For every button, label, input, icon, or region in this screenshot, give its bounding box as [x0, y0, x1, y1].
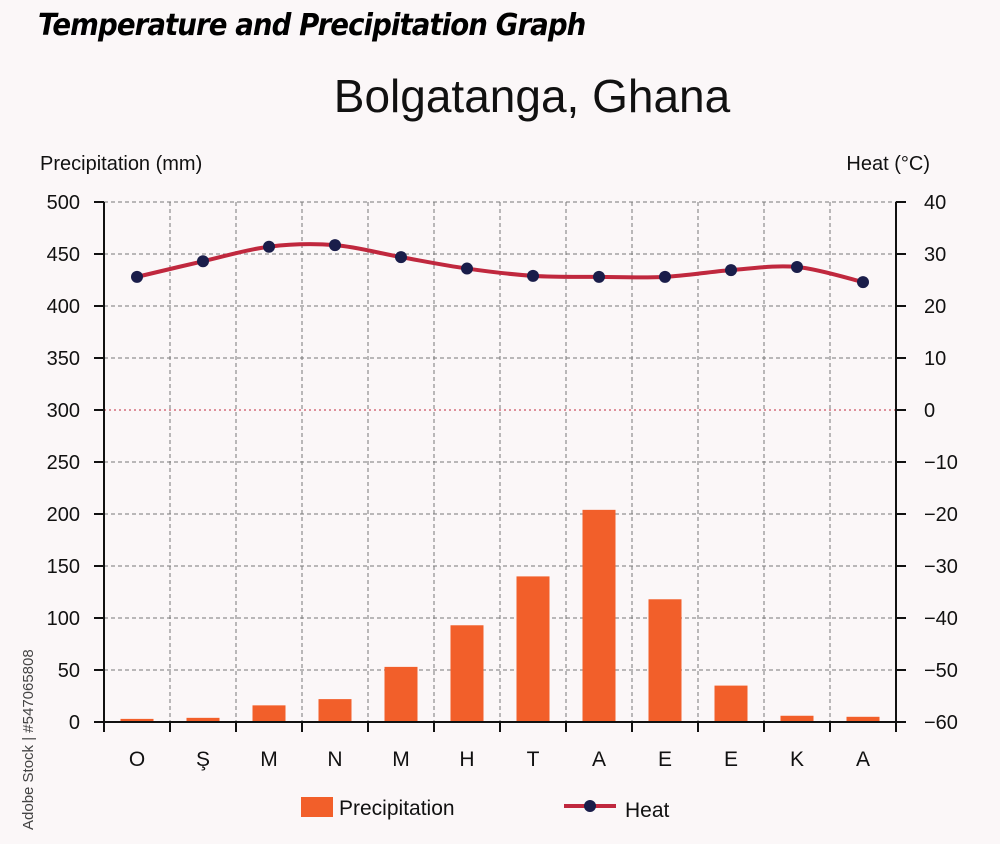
heat-point: [263, 240, 275, 253]
heat-point: [527, 269, 539, 282]
heat-line-path: [135, 242, 865, 285]
y-left-tick-label: 450: [47, 244, 80, 266]
heat-point: [725, 264, 737, 277]
x-tick-label: A: [856, 748, 870, 771]
heat-point: [131, 270, 143, 283]
chart-title: Bolgatanga, Ghana: [334, 70, 731, 122]
heat-point: [395, 251, 407, 264]
page-title: Temperature and Precipitation Graph: [38, 8, 586, 43]
x-tick-label: O: [129, 748, 145, 771]
y-right-tick-label: −10: [924, 452, 958, 474]
x-tick-label: T: [527, 748, 540, 771]
legend-heat-marker: [584, 800, 596, 812]
precipitation-bar: [846, 716, 880, 722]
y-right-tick-label: 10: [924, 348, 946, 370]
y-right-tick-label: −60: [924, 712, 958, 734]
x-tick-label: Ş: [196, 748, 210, 771]
precipitation-bar: [384, 666, 418, 722]
y-right-tick-label: 30: [924, 244, 946, 266]
precipitation-bar: [450, 625, 484, 722]
legend-precipitation-swatch: [301, 797, 333, 817]
precipitation-bar: [318, 699, 352, 722]
precipitation-bar: [186, 717, 220, 722]
grid-lines: [104, 201, 896, 722]
y-left-tick-label: 350: [47, 348, 80, 370]
axes: 050100150200250300350400450500−60−50−40−…: [47, 192, 958, 771]
y-left-tick-label: 250: [47, 452, 80, 474]
y-left-tick-label: 200: [47, 504, 80, 526]
precipitation-bar: [582, 509, 616, 722]
x-tick-label: K: [790, 748, 804, 771]
precipitation-bar: [714, 685, 748, 722]
x-tick-label: M: [260, 748, 278, 771]
precipitation-bar: [780, 715, 814, 722]
y-right-tick-label: 20: [924, 296, 946, 318]
x-tick-label: A: [592, 748, 606, 771]
y-left-tick-label: 50: [58, 660, 80, 682]
heat-line: [131, 239, 869, 289]
heat-point: [461, 262, 473, 275]
precipitation-bars: [120, 509, 880, 722]
y-left-tick-label: 400: [47, 296, 80, 318]
legend-heat-label: Heat: [625, 799, 670, 822]
y-left-tick-label: 150: [47, 556, 80, 578]
y-right-tick-label: −30: [924, 556, 958, 578]
heat-point: [197, 255, 209, 268]
y-right-tick-label: 40: [924, 192, 946, 214]
heat-point: [593, 270, 605, 283]
y-left-tick-label: 100: [47, 608, 80, 630]
heat-point: [857, 276, 869, 289]
y-axis-left-label: Precipitation (mm): [40, 153, 202, 175]
x-tick-label: H: [459, 748, 474, 771]
y-right-tick-label: −50: [924, 660, 958, 682]
legend: Precipitation Heat: [301, 797, 670, 822]
y-right-tick-label: 0: [924, 400, 935, 422]
y-left-tick-label: 0: [69, 712, 80, 734]
y-right-tick-label: −40: [924, 608, 958, 630]
heat-point: [791, 261, 803, 273]
precipitation-bar: [120, 718, 154, 722]
precipitation-bar: [648, 599, 682, 722]
y-right-tick-label: −20: [924, 504, 958, 526]
precipitation-bar: [252, 705, 286, 722]
legend-precipitation-label: Precipitation: [339, 797, 455, 820]
heat-point: [659, 270, 671, 283]
y-left-tick-label: 500: [47, 192, 80, 214]
x-tick-label: E: [724, 748, 738, 771]
y-axis-right-label: Heat (°C): [846, 153, 930, 175]
y-left-tick-label: 300: [47, 400, 80, 422]
x-tick-label: M: [392, 748, 410, 771]
x-tick-label: E: [658, 748, 672, 771]
precipitation-bar: [516, 576, 550, 722]
heat-point: [329, 239, 341, 252]
watermark-text: Adobe Stock | #547065808: [20, 649, 37, 830]
x-tick-label: N: [327, 748, 342, 771]
